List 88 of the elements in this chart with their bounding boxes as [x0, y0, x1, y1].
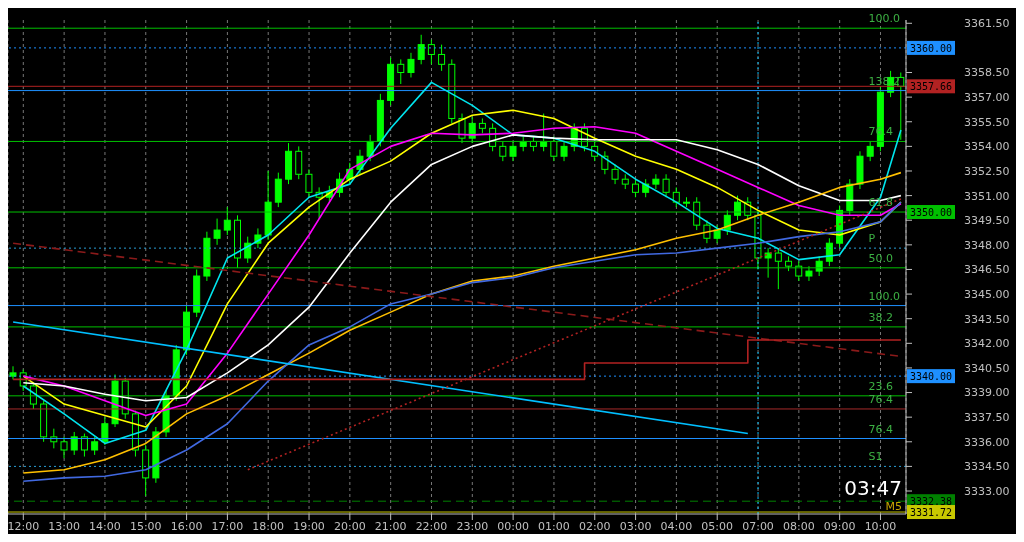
x-tick-label: 14:00	[89, 519, 121, 533]
candlestick	[70, 431, 78, 456]
x-tick-label: 07:00	[742, 519, 774, 533]
candlestick	[509, 140, 517, 162]
y-tick-label: 3337.50	[964, 411, 1010, 425]
candlestick	[295, 145, 303, 180]
annotation: S1	[868, 450, 883, 464]
x-tick-label: 23:00	[456, 519, 489, 533]
y-tick-label: 3339.00	[964, 386, 1010, 400]
candlestick	[805, 265, 813, 282]
candlestick	[652, 173, 660, 190]
y-tick-label: 3355.50	[964, 115, 1010, 129]
ref-line-label: 3357.66	[910, 81, 953, 93]
candlestick	[417, 34, 425, 65]
candlestick	[60, 436, 68, 459]
y-tick-label: 3333.00	[964, 484, 1010, 498]
y-tick-label: 3342.00	[964, 337, 1010, 351]
x-tick-label: 21:00	[374, 519, 407, 533]
candlestick	[9, 365, 17, 380]
annotation: M5	[885, 500, 902, 513]
annotation: 50.0	[868, 251, 893, 265]
annotation: 76.4	[868, 392, 893, 406]
candlestick	[672, 186, 680, 208]
y-tick-label: 3361.50	[964, 17, 1010, 31]
x-tick-label: 05:00	[701, 519, 734, 533]
x-tick-label: 18:00	[252, 519, 285, 533]
y-tick-label: 3336.00	[964, 435, 1010, 449]
x-tick-label: 09:00	[823, 519, 856, 533]
y-tick-label: 3357.00	[964, 91, 1010, 105]
candlestick	[80, 433, 88, 458]
candlestick	[795, 260, 803, 282]
x-tick-label: 12:00	[7, 519, 40, 533]
annotation: 100.0	[868, 12, 900, 26]
candlestick	[91, 436, 99, 456]
x-tick-label: 08:00	[783, 519, 815, 533]
x-tick-label: 03:00	[619, 519, 652, 533]
x-tick-label: 15:00	[129, 519, 162, 533]
candlestick	[427, 39, 435, 65]
candlestick	[274, 172, 282, 208]
candlestick	[101, 416, 109, 446]
ref-line-label: 3360.00	[910, 42, 953, 54]
annotation: 100.0	[868, 289, 900, 303]
candlestick	[774, 247, 782, 290]
candlestick	[305, 168, 313, 198]
candlestick	[213, 218, 221, 246]
x-tick-label: 13:00	[48, 519, 80, 533]
x-tick-label: 19:00	[293, 519, 325, 533]
candlestick	[764, 247, 772, 279]
y-tick-label: 3346.50	[964, 263, 1010, 277]
x-tick-label: 22:00	[415, 519, 448, 533]
candlestick	[397, 58, 405, 85]
candlestick	[662, 173, 670, 198]
candlestick	[611, 163, 619, 185]
y-tick-label: 3354.00	[964, 140, 1010, 154]
y-tick-label: 3343.50	[964, 312, 1010, 326]
candlestick	[499, 140, 507, 162]
annotation: 23.6	[868, 379, 893, 393]
y-tick-label: 3340.50	[964, 361, 1010, 375]
x-tick-label: 16:00	[170, 519, 203, 533]
ref-line-label: 3350.00	[910, 207, 953, 219]
y-tick-label: 3348.00	[964, 238, 1010, 252]
x-tick-label: 04:00	[660, 519, 693, 533]
x-tick-label: 17:00	[211, 519, 244, 533]
y-tick-label: 3352.50	[964, 164, 1010, 178]
y-tick-label: 3345.00	[964, 287, 1010, 301]
y-tick-label: 3349.50	[964, 214, 1010, 228]
x-tick-label: 00:00	[497, 519, 529, 533]
candlestick	[866, 140, 874, 162]
ref-line-label: 3331.72	[910, 507, 953, 519]
candlestick	[438, 44, 446, 72]
y-tick-label: 3351.00	[964, 189, 1010, 203]
x-tick-label: 02:00	[578, 519, 611, 533]
annotation: P	[868, 232, 876, 246]
annotation: 03:47	[844, 476, 902, 500]
x-tick-label: 20:00	[334, 519, 366, 533]
candlestick	[407, 52, 415, 78]
candlestick	[631, 178, 639, 198]
annotation: 76.4	[868, 422, 893, 436]
ref-line-label: 3340.00	[910, 371, 953, 383]
x-tick-label: 01:00	[538, 519, 570, 533]
candlestick	[560, 140, 568, 162]
y-tick-label: 3358.50	[964, 66, 1010, 80]
annotation: 38.2	[868, 310, 893, 324]
ref-line-label: 3332.38	[910, 496, 953, 508]
candlestick	[550, 136, 558, 162]
candlestick	[223, 206, 231, 236]
y-tick-label: 3334.50	[964, 460, 1010, 474]
x-tick-label: 10:00	[864, 519, 897, 533]
